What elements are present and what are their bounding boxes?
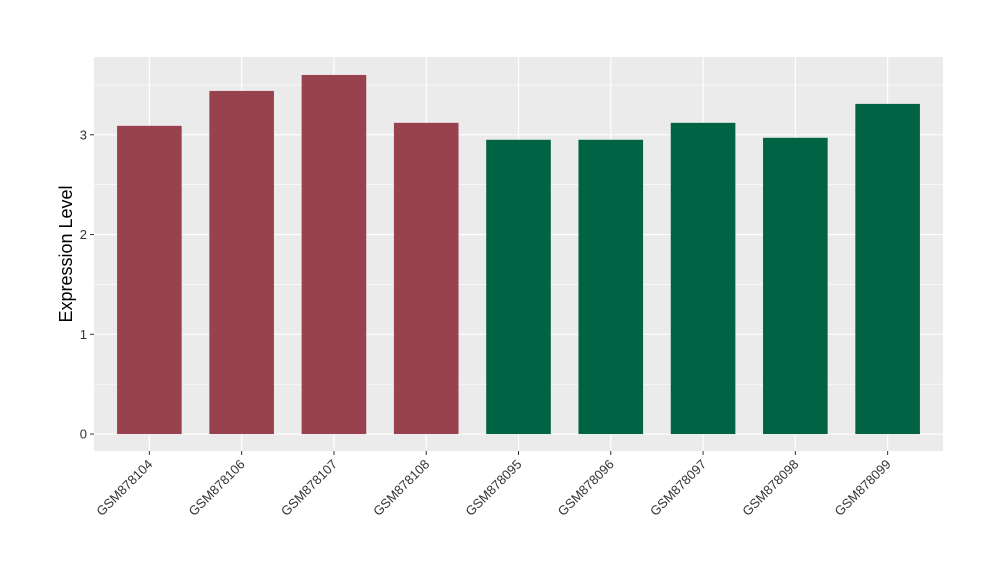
y-tick-label: 1 xyxy=(80,327,87,342)
y-tick-label: 3 xyxy=(80,127,87,142)
bar-GSM878104 xyxy=(117,125,182,435)
bars xyxy=(117,74,920,435)
y-tick-label: 2 xyxy=(80,227,87,242)
x-tick-label: GSM878095 xyxy=(462,457,524,519)
bar-GSM878099 xyxy=(855,103,920,435)
y-axis-title: Expression Level xyxy=(56,185,76,322)
bar-GSM878097 xyxy=(670,122,736,435)
y-axis: 0 1 2 3 xyxy=(80,127,94,442)
bar-GSM878098 xyxy=(763,137,828,435)
x-axis: GSM878104 GSM878106 GSM878107 GSM878108 GSM8… xyxy=(93,451,894,519)
y-tick-label: 0 xyxy=(80,427,87,442)
bar-GSM878107 xyxy=(301,74,367,435)
bar-GSM878108 xyxy=(393,122,459,435)
bar-GSM878095 xyxy=(486,139,551,435)
x-tick-label: GSM878099 xyxy=(832,457,894,519)
x-tick-label: GSM878108 xyxy=(370,457,432,519)
x-tick-label: GSM878106 xyxy=(186,457,248,519)
bar-GSM878106 xyxy=(209,90,274,435)
x-tick-label: GSM878104 xyxy=(93,457,155,519)
bar-GSM878096 xyxy=(578,139,644,435)
x-tick-label: GSM878097 xyxy=(647,457,709,519)
x-tick-label: GSM878096 xyxy=(555,457,617,519)
x-tick-label: GSM878098 xyxy=(739,457,801,519)
x-tick-label: GSM878107 xyxy=(278,457,340,519)
